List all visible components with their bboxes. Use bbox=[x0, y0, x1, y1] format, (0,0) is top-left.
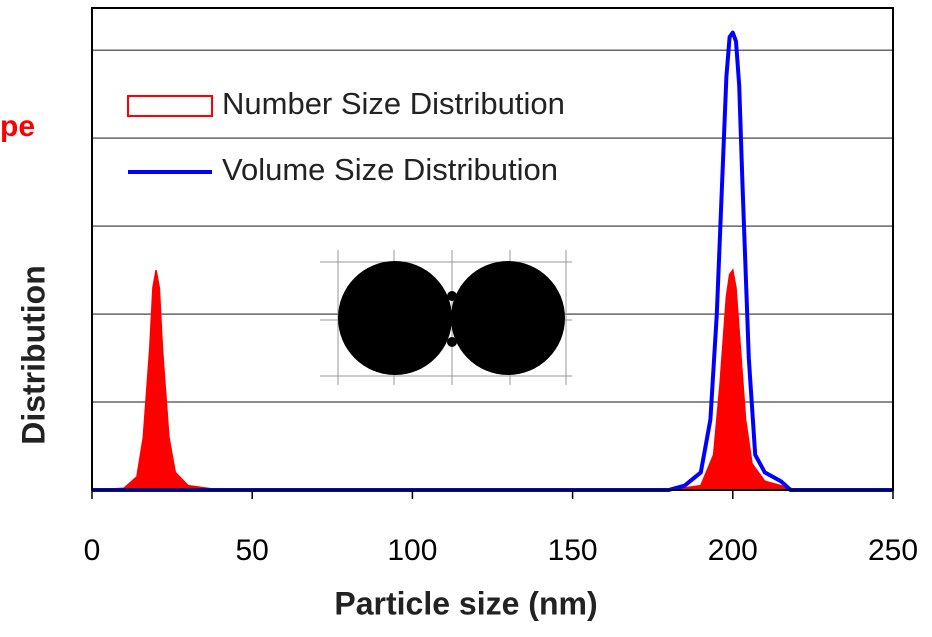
x-axis-label: Particle size (nm) bbox=[334, 585, 597, 621]
x-tick-label: 50 bbox=[236, 534, 269, 567]
inset-image bbox=[320, 250, 572, 385]
x-tick-label: 200 bbox=[708, 534, 758, 567]
legend-label: Number Size Distribution bbox=[222, 86, 565, 121]
x-tick-label: 0 bbox=[84, 534, 101, 567]
x-tick-label: 100 bbox=[387, 534, 437, 567]
annotation: pe bbox=[0, 110, 35, 143]
plot-frame bbox=[91, 7, 894, 491]
y-axis-label: Distribution bbox=[15, 265, 51, 445]
legend-swatch bbox=[127, 95, 213, 117]
legend-label: Volume Size Distribution bbox=[222, 152, 558, 187]
x-tick-label: 150 bbox=[548, 534, 598, 567]
x-tick-label: 250 bbox=[868, 534, 918, 567]
legend: Number Size Distribution Volume Size Dist… bbox=[127, 86, 565, 187]
line bbox=[92, 30, 893, 492]
